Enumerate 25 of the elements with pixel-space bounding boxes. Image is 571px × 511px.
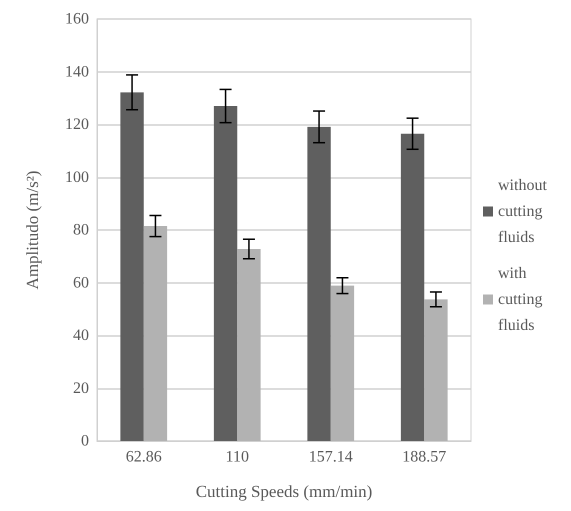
y-tick-label: 0 [81,432,89,450]
bar [214,106,238,441]
bar [120,92,144,441]
bar [237,248,261,441]
y-tick-label: 160 [65,10,89,28]
y-tick-label: 80 [73,222,89,238]
y-tick-label: 20 [73,380,89,397]
bar [400,134,424,441]
bar [307,126,331,441]
x-axis-title: Cutting Speeds (mm/min) [196,482,372,501]
y-tick-label: 60 [73,274,89,292]
y-axis-title: Amplitudo (m/s²) [23,170,42,290]
legend-label: without cutting fluids [498,177,551,246]
bar [330,286,354,441]
x-tick-label: 110 [226,448,249,466]
x-tick-label: 157.14 [308,448,353,466]
x-tick-label: 62.86 [126,448,162,466]
y-tick-label: 40 [73,327,89,344]
y-tick-label: 140 [65,63,89,80]
y-tick-label: 120 [65,116,89,133]
bar [144,226,168,441]
x-tick-label: 188.57 [402,448,446,466]
legend-label: with cutting fluids [498,265,546,334]
y-tick-label: 100 [65,168,89,186]
bar [424,299,448,441]
